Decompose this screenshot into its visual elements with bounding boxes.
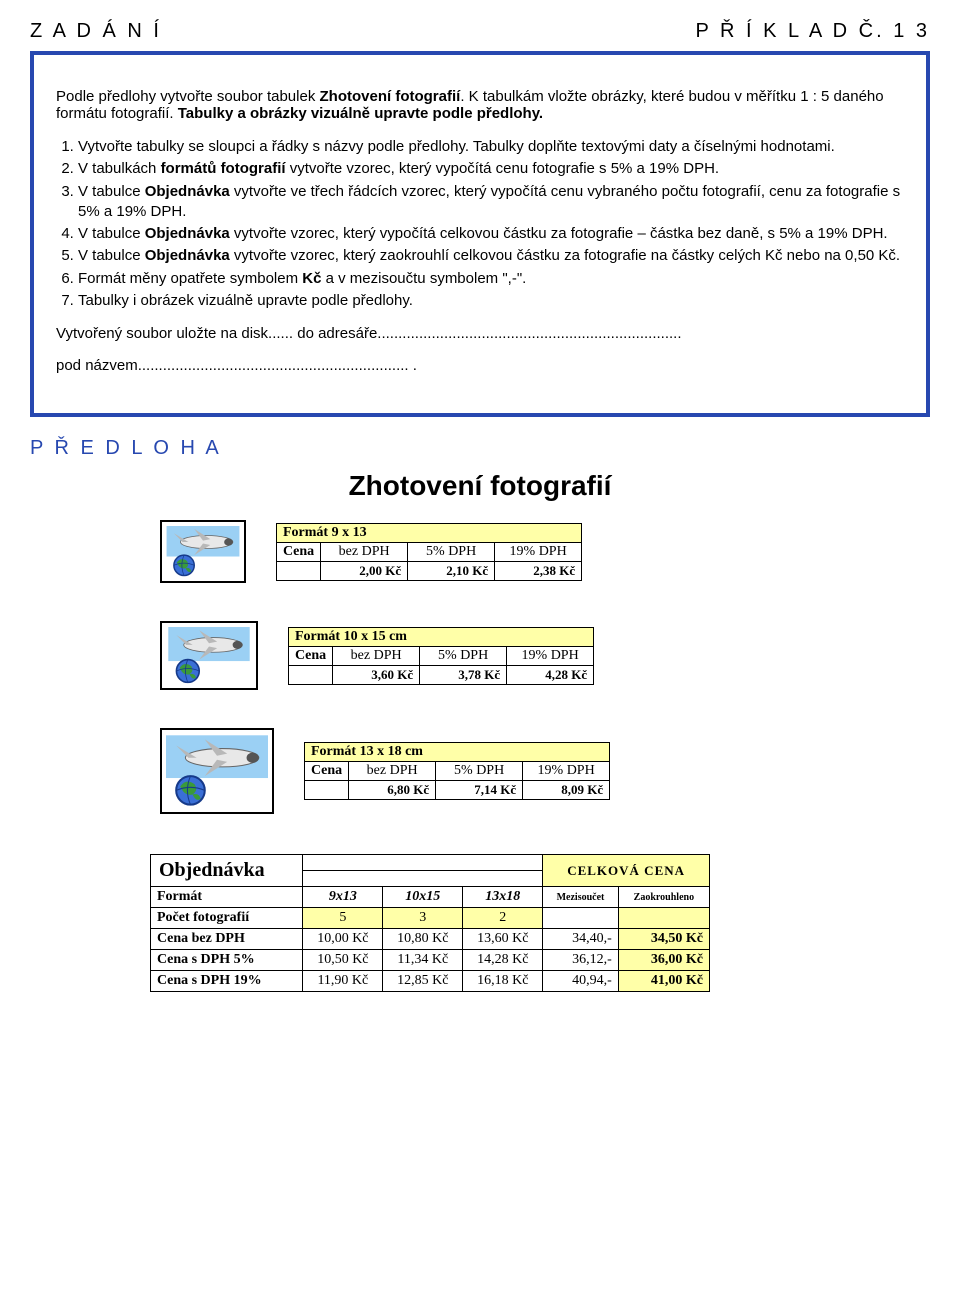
row-label: Cena <box>305 762 349 781</box>
order-cell: 16,18 Kč <box>463 971 543 992</box>
airplane-globe-icon <box>166 627 252 684</box>
save-line: Vytvořený soubor uložte na disk...... do… <box>56 325 904 342</box>
order-cell: 12,85 Kč <box>383 971 463 992</box>
order-mezi-value: 40,94,- <box>543 971 619 992</box>
order-mezi-value: 36,12,- <box>543 950 619 971</box>
col-header: 19% DPH <box>523 762 610 781</box>
intro-text-a: Podle předlohy vytvořte soubor tabulek <box>56 88 320 105</box>
step-item: Vytvořte tabulky se sloupci a řádky s ná… <box>78 137 904 157</box>
order-title: Objednávka <box>151 855 303 887</box>
formats-container: Formát 9 x 13Cenabez DPH5% DPH19% DPH2,0… <box>30 520 930 814</box>
price-value: 2,00 Kč <box>321 561 408 580</box>
order-row-label: Cena s DPH 19% <box>151 971 303 992</box>
order-mezi-value: 34,40,- <box>543 929 619 950</box>
steps-list: Vytvořte tabulky se sloupci a řádky s ná… <box>56 137 904 311</box>
order-col-header: 10x15 <box>383 887 463 908</box>
col-header: 19% DPH <box>495 542 582 561</box>
order-zaok-value: 34,50 Kč <box>618 929 709 950</box>
format-block: Formát 9 x 13Cenabez DPH5% DPH19% DPH 2,0… <box>160 520 800 583</box>
predloha-heading: P Ř E D L O H A <box>30 437 930 460</box>
order-zaok-value: 36,00 Kč <box>618 950 709 971</box>
order-cell: 14,28 Kč <box>463 950 543 971</box>
price-value: 8,09 Kč <box>523 781 610 800</box>
order-col-header: 9x13 <box>303 887 383 908</box>
airplane-globe-icon <box>166 526 240 577</box>
price-value: 7,14 Kč <box>436 781 523 800</box>
order-cell: 10,80 Kč <box>383 929 463 950</box>
airplane-globe-icon <box>166 734 268 808</box>
price-value: 2,10 Kč <box>408 561 495 580</box>
order-total-label: CELKOVÁ CENA <box>543 855 710 887</box>
step-item: V tabulce Objednávka vytvořte vzorec, kt… <box>78 246 904 266</box>
order-row-label: Cena bez DPH <box>151 929 303 950</box>
clipart-box <box>160 621 258 690</box>
col-header: bez DPH <box>349 762 436 781</box>
order-table: Objednávka CELKOVÁ CENA Formát9x1310x151… <box>150 854 710 992</box>
name-line: pod názvem..............................… <box>56 357 904 374</box>
format-title: Formát 10 x 15 cm <box>289 627 594 646</box>
order-col-header: 13x18 <box>463 887 543 908</box>
price-value: 2,38 Kč <box>495 561 582 580</box>
order-cell: 11,34 Kč <box>383 950 463 971</box>
assignment-box: Podle předlohy vytvořte soubor tabulek Z… <box>30 51 930 417</box>
col-header: bez DPH <box>333 646 420 665</box>
step-item: V tabulce Objednávka vytvořte vzorec, kt… <box>78 224 904 244</box>
format-title: Formát 13 x 18 cm <box>305 743 610 762</box>
step-item: Formát měny opatřete symbolem Kč a v mez… <box>78 269 904 289</box>
step-item: V tabulce Objednávka vytvořte ve třech ř… <box>78 182 904 223</box>
header-left: Z A D Á N Í <box>30 20 162 43</box>
row-label: Cena <box>277 542 321 561</box>
format-block: Formát 10 x 15 cmCenabez DPH5% DPH19% DP… <box>160 621 800 690</box>
format-table: Formát 9 x 13Cenabez DPH5% DPH19% DPH 2,0… <box>276 523 582 581</box>
order-cell: 10,00 Kč <box>303 929 383 950</box>
order-cell: 2 <box>463 908 543 929</box>
price-value: 3,78 Kč <box>420 665 507 684</box>
price-value: 4,28 Kč <box>507 665 594 684</box>
step-item: V tabulkách formátů fotografií vytvořte … <box>78 159 904 179</box>
page-header: Z A D Á N Í P Ř Í K L A D Č. 1 3 <box>30 20 930 43</box>
order-row-label: Počet fotografií <box>151 908 303 929</box>
format-table: Formát 10 x 15 cmCenabez DPH5% DPH19% DP… <box>288 627 594 685</box>
order-mezi-header: Mezisoučet <box>543 887 619 908</box>
order-zaok-value: 41,00 Kč <box>618 971 709 992</box>
format-block: Formát 13 x 18 cmCenabez DPH5% DPH19% DP… <box>160 728 800 814</box>
col-header: 5% DPH <box>420 646 507 665</box>
order-cell: 5 <box>303 908 383 929</box>
order-cell: 10,50 Kč <box>303 950 383 971</box>
step-item: Tabulky i obrázek vizuálně upravte podle… <box>78 291 904 311</box>
intro-bold-d: Tabulky a obrázky vizuálně upravte podle… <box>178 105 543 122</box>
format-title: Formát 9 x 13 <box>277 523 582 542</box>
order-format-label: Formát <box>151 887 303 908</box>
clipart-box <box>160 728 274 814</box>
order-table-wrap: Objednávka CELKOVÁ CENA Formát9x1310x151… <box>150 854 710 992</box>
order-zaok-header: Zaokrouhleno <box>618 887 709 908</box>
col-header: 5% DPH <box>408 542 495 561</box>
row-label: Cena <box>289 646 333 665</box>
order-row-label: Cena s DPH 5% <box>151 950 303 971</box>
order-cell: 13,60 Kč <box>463 929 543 950</box>
order-cell: 11,90 Kč <box>303 971 383 992</box>
intro-paragraph: Podle předlohy vytvořte soubor tabulek Z… <box>56 88 904 122</box>
col-header: 5% DPH <box>436 762 523 781</box>
header-right: P Ř Í K L A D Č. 1 3 <box>695 20 930 43</box>
price-value: 3,60 Kč <box>333 665 420 684</box>
col-header: bez DPH <box>321 542 408 561</box>
order-cell: 3 <box>383 908 463 929</box>
preview-title: Zhotovení fotografií <box>200 470 760 502</box>
col-header: 19% DPH <box>507 646 594 665</box>
clipart-box <box>160 520 246 583</box>
price-value: 6,80 Kč <box>349 781 436 800</box>
intro-bold-b: Zhotovení fotografií <box>320 88 461 105</box>
format-table: Formát 13 x 18 cmCenabez DPH5% DPH19% DP… <box>304 742 610 800</box>
